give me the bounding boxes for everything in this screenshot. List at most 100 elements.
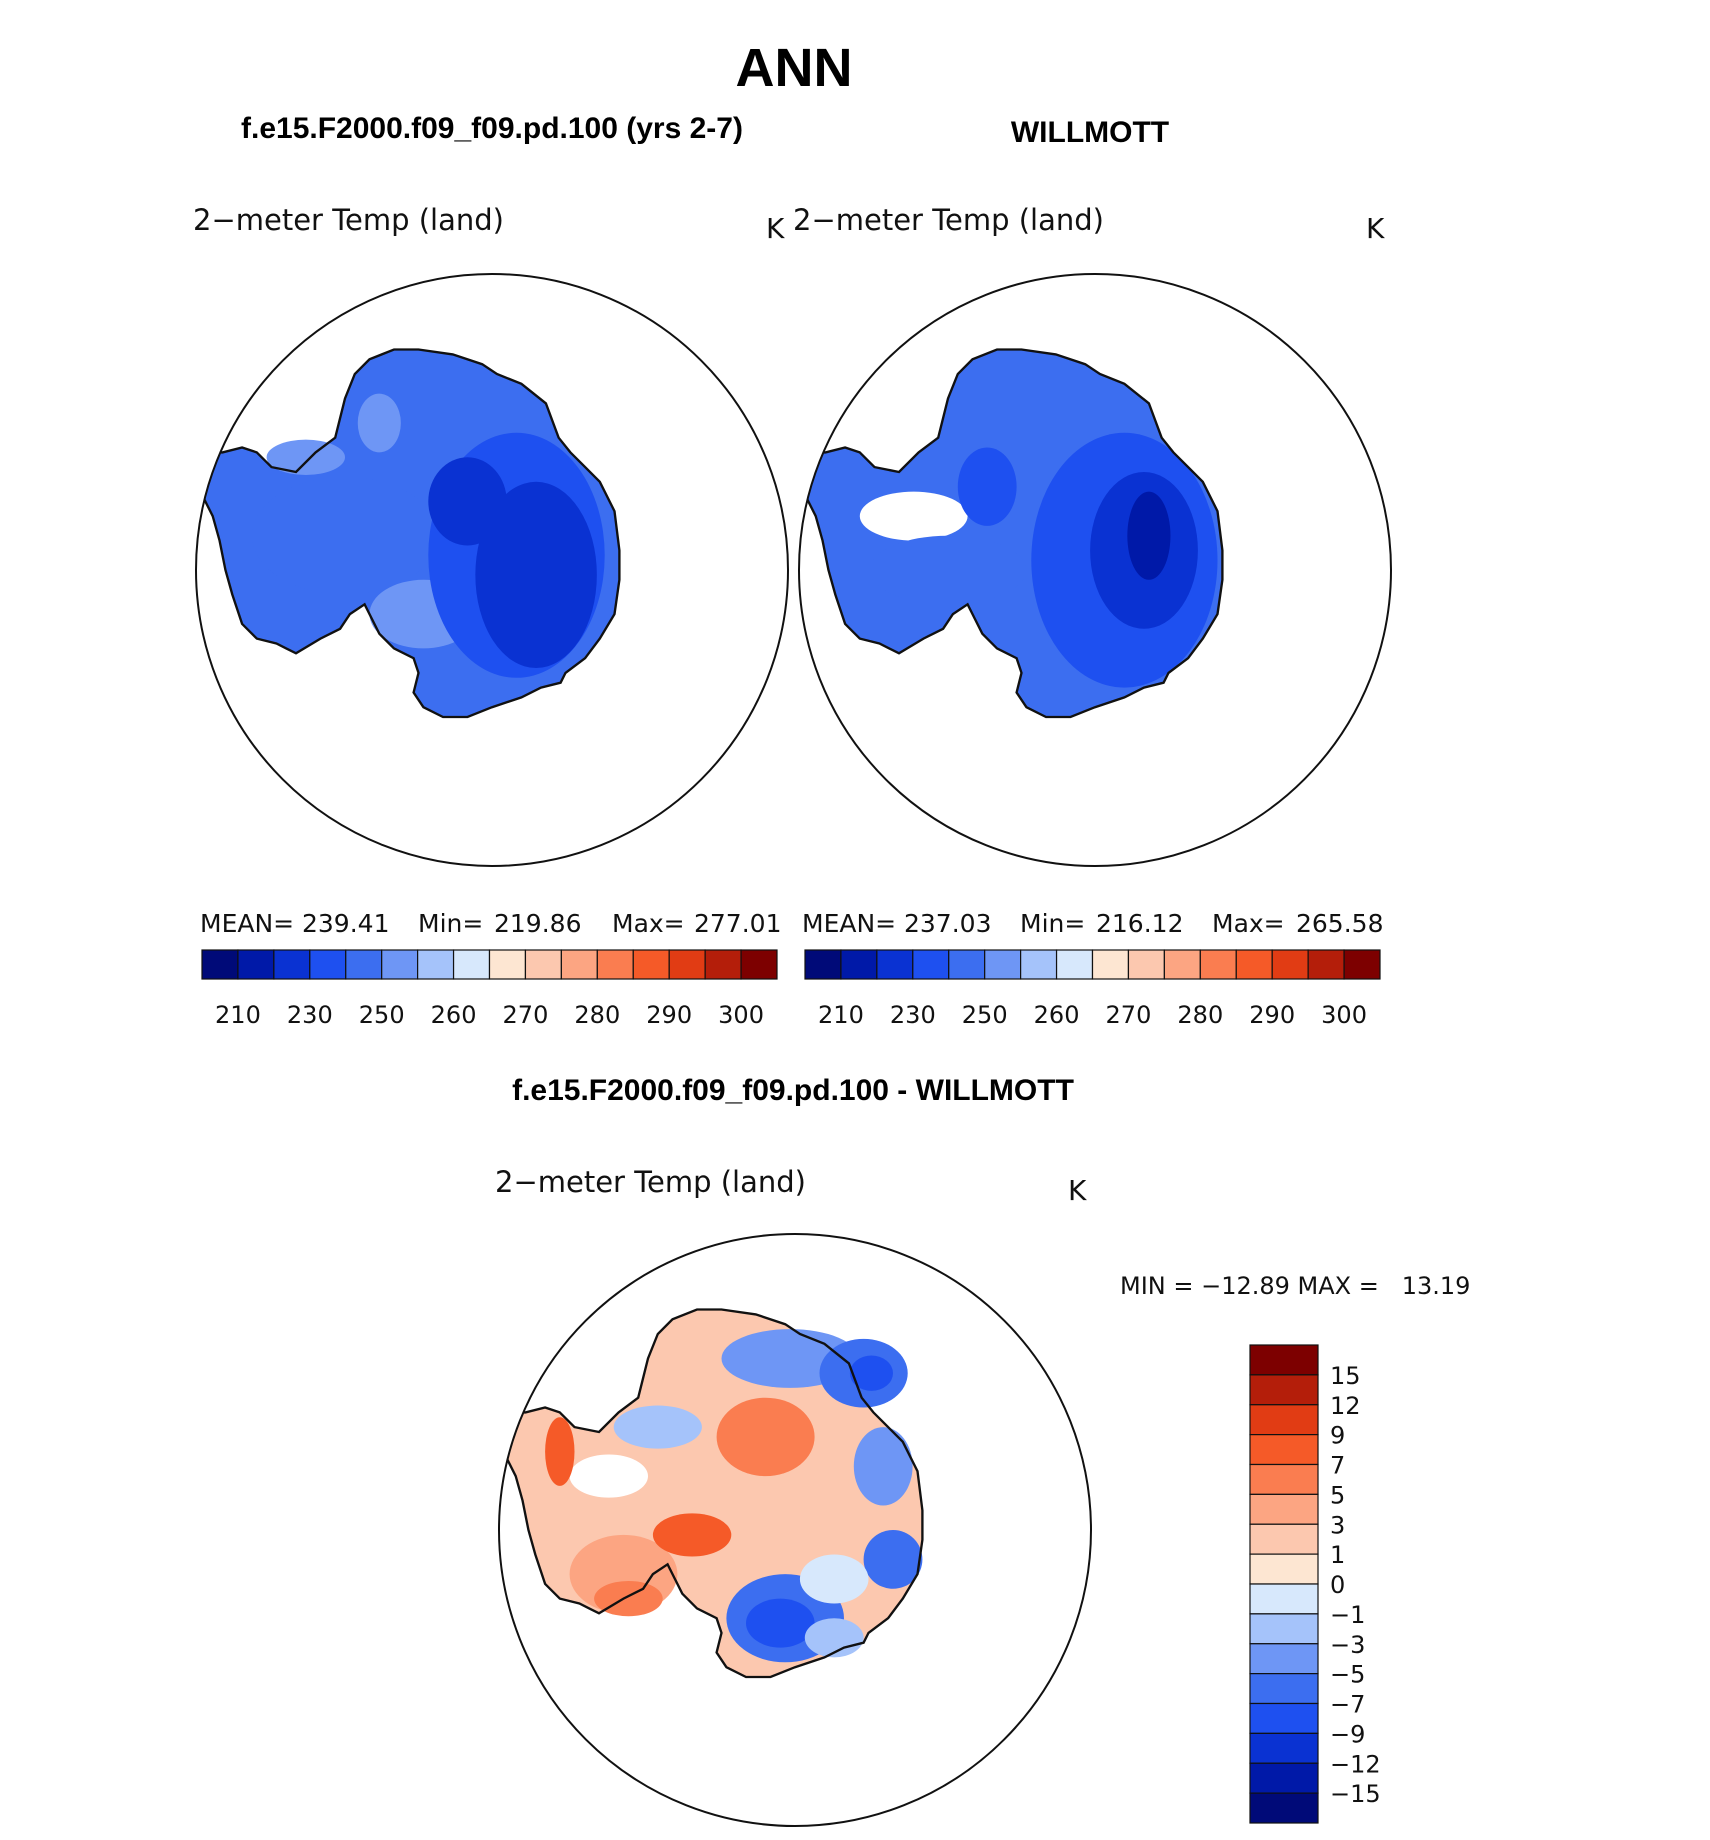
panel-model-colorbar-swatch [309,949,347,980]
panel-model-min: 219.86 [494,909,581,938]
panel-model-mean-label: MEAN= [200,909,294,938]
panel-diff-colorbar-swatch [1249,1463,1319,1495]
panel-obs-colorbar-tick-label: 290 [1249,1001,1295,1029]
panel-diff-colorbar-swatch [1249,1583,1319,1615]
panel-diff-colorbar-tick-label: 15 [1330,1362,1361,1390]
panel-diff-colorbar-swatch [1249,1702,1319,1734]
panel-model-colorbar-tick-label: 250 [359,1001,405,1029]
panel-obs-colorbar-swatch [840,949,878,980]
panel-obs-map [799,348,1224,719]
panel-obs-colorbar-tick-label: 210 [818,1001,864,1029]
panel-obs-colorbar-swatch [1055,949,1094,980]
panel-model-colorbar-tick-label: 280 [574,1001,620,1029]
panel-model-map [196,348,621,719]
panel-diff-colorbar-swatch [1249,1673,1319,1705]
panel-model-colorbar-swatch [273,949,311,980]
panel-diff-colorbar-swatch [1249,1792,1319,1824]
panel-model-colorbar-tick-label: 230 [287,1001,333,1029]
panel-diff-colorbar-tick-label: 3 [1330,1511,1345,1539]
panel-obs-colorbar-swatch [1127,949,1165,980]
panel-obs-case-title: WILLMOTT [1011,116,1169,149]
panel-model: f.e15.F2000.f09_f09.pd.100 (yrs 2-7) 2−m… [193,112,789,1029]
panel-obs-colorbar-swatch [1235,949,1273,980]
panel-diff-colorbar-swatch [1249,1493,1319,1525]
panel-diff-colorbar-tick-label: −7 [1330,1691,1365,1719]
panel-diff-colorbar-tick-label: −9 [1330,1720,1365,1748]
panel-obs-min: 216.12 [1096,909,1183,938]
panel-model-colorbar-swatch [488,949,527,980]
panel-model-colorbar-swatch [417,949,455,980]
panel-obs-max-label: Max= [1212,909,1285,938]
panel-diff-colorbar-swatch [1249,1643,1319,1675]
panel-obs-colorbar-swatch [948,949,986,980]
panel-obs-map-boundary [798,273,1392,867]
panel-diff-map [499,1308,924,1679]
panel-diff-colorbar-swatch [1249,1553,1319,1585]
panel-diff-colorbar-tick-label: −5 [1330,1661,1365,1689]
panel-model-colorbar-swatch [668,949,706,980]
panel-obs-colorbar-swatch [1199,949,1237,980]
panel-obs: WILLMOTT 2−meter Temp (land) K MEAN= 237… [793,116,1392,1029]
panel-model-colorbar-swatch [632,949,670,980]
panel-obs-colorbar-swatch [912,949,950,980]
panel-model-colorbar: 210 230 250 260 270 280 290 300 [201,949,778,1029]
panel-obs-colorbar-swatch [1307,949,1345,980]
panel-obs-colorbar-swatch [1271,949,1309,980]
panel-obs-colorbar-swatch [1343,949,1381,980]
panel-obs-colorbar-swatch [1163,949,1201,980]
panel-diff-colorbar-tick-label: 1 [1330,1541,1345,1569]
panel-diff-colorbar-swatch [1249,1344,1319,1376]
figure-title: ANN [736,38,853,98]
panel-obs-mean: 237.03 [904,909,991,938]
panel-diff-colorbar-tick-label: 5 [1330,1481,1345,1509]
panel-obs-colorbar-swatch [1091,949,1130,980]
panel-obs-mean-label: MEAN= [802,909,896,938]
panel-model-colorbar-tick-label: 260 [431,1001,477,1029]
panel-obs-colorbar-swatch [804,949,842,980]
panel-model-stats: MEAN= 239.41 Min= 219.86 Max= 277.01 [200,909,781,938]
panel-obs-colorbar-swatch [1020,949,1058,980]
panel-obs-colorbar-swatch [984,949,1022,980]
panel-obs-colorbar-tick-label: 230 [890,1001,936,1029]
panel-diff-colorbar-tick-label: 9 [1330,1422,1345,1450]
panel-diff-colorbar-tick-label: 7 [1330,1452,1345,1480]
panel-model-colorbar-tick-label: 210 [215,1001,261,1029]
panel-obs-colorbar-tick-label: 250 [962,1001,1008,1029]
panel-model-colorbar-swatch [596,949,634,980]
panel-obs-colorbar-tick-label: 260 [1034,1001,1080,1029]
panel-model-colorbar-swatch [524,949,562,980]
panel-diff-colorbar-tick-label: −1 [1330,1601,1365,1629]
panel-model-colorbar-swatch [704,949,742,980]
panel-obs-min-label: Min= [1020,909,1085,938]
panel-diff-colorbar-tick-label: −3 [1330,1631,1365,1659]
panel-obs-variable-label: 2−meter Temp (land) [793,203,1104,237]
panel-diff-colorbar-tick-label: 0 [1330,1571,1345,1599]
panel-diff-colorbar-tick-label: −12 [1330,1750,1381,1778]
panel-diff-title: f.e15.F2000.f09_f09.pd.100 - WILLMOTT [512,1074,1074,1107]
panel-model-colorbar-tick-label: 300 [718,1001,764,1029]
panel-model-max: 277.01 [694,909,781,938]
panel-obs-stats: MEAN= 237.03 Min= 216.12 Max= 265.58 [802,909,1383,938]
panel-model-case-title: f.e15.F2000.f09_f09.pd.100 (yrs 2-7) [241,112,743,145]
panel-model-colorbar-swatch [452,949,491,980]
panel-diff-colorbar-swatch [1249,1374,1319,1406]
panel-diff-colorbar-swatch [1249,1613,1319,1645]
panel-obs-colorbar-tick-label: 300 [1321,1001,1367,1029]
panel-obs-colorbar-tick-label: 280 [1177,1001,1223,1029]
panel-model-units: K [766,212,785,245]
panel-obs-colorbar-swatch [876,949,914,980]
panel-diff-colorbar-swatch [1249,1523,1319,1555]
panel-diff-colorbar-swatch [1249,1732,1319,1764]
panel-model-mean: 239.41 [302,909,389,938]
panel-obs-colorbar: 210 230 250 260 270 280 290 300 [804,949,1381,1029]
panel-model-variable-label: 2−meter Temp (land) [193,203,504,237]
panel-model-colorbar-swatch [345,949,383,980]
panel-diff: f.e15.F2000.f09_f09.pd.100 - WILLMOTT 2−… [495,1074,1470,1827]
panel-obs-colorbar-tick-label: 270 [1106,1001,1152,1029]
panel-diff-colorbar-tick-label: 12 [1330,1392,1361,1420]
panel-model-colorbar-tick-label: 290 [646,1001,692,1029]
panel-model-max-label: Max= [612,909,685,938]
panel-model-colorbar-swatch [237,949,275,980]
panel-obs-max: 265.58 [1296,909,1383,938]
